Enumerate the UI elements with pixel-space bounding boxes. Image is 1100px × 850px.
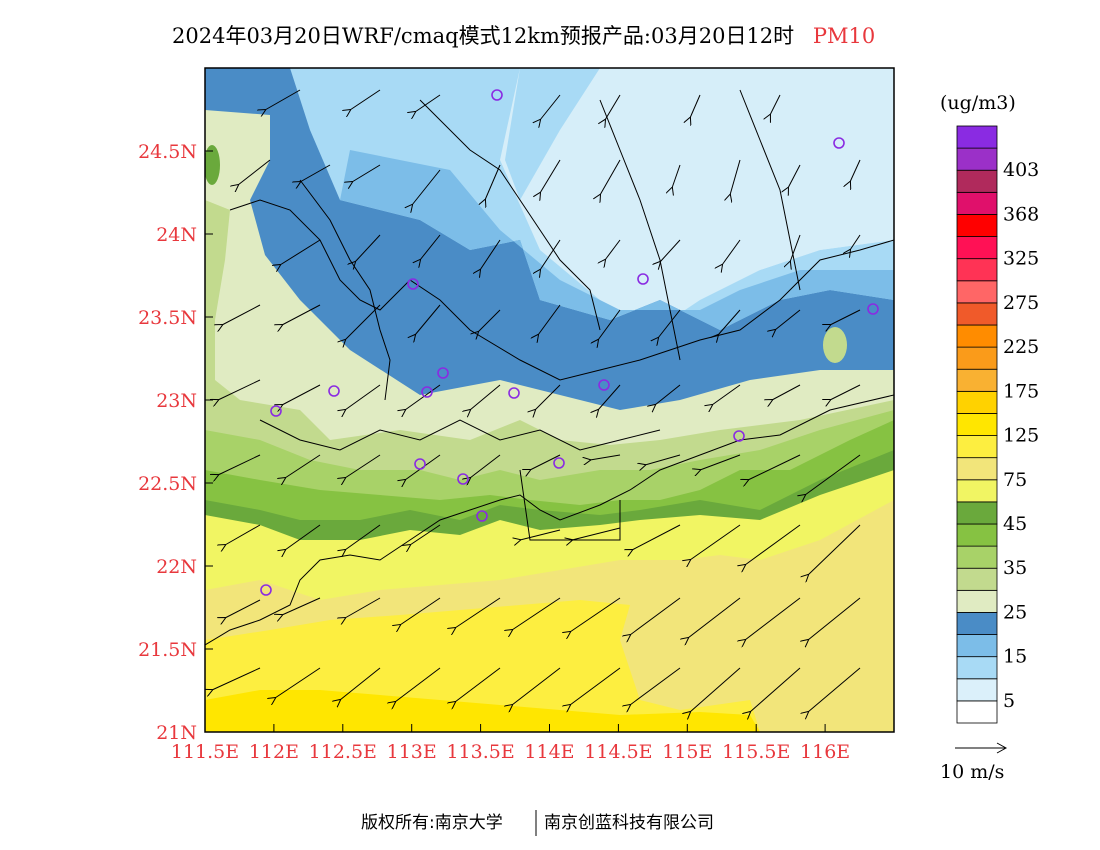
x-axis: 111.5E 112E 112.5E 113E 113.5E 114E 114.5E 115E… bbox=[171, 724, 850, 763]
colorbar-swatch bbox=[956, 214, 998, 237]
colorbar-label: 125 bbox=[1003, 425, 1039, 447]
y-tick-label: 23N bbox=[156, 390, 197, 412]
field-band-20 bbox=[340, 150, 894, 330]
colorbar-label: 15 bbox=[1003, 646, 1027, 668]
footer-company: 南京创蓝科技有限公司 bbox=[544, 813, 714, 833]
x-tick-label: 116E bbox=[800, 741, 850, 763]
colorbar-swatch bbox=[956, 236, 998, 260]
field-patch-light-east bbox=[823, 327, 847, 363]
colorbar-label: 75 bbox=[1003, 469, 1027, 491]
colorbar-swatch bbox=[956, 169, 998, 193]
pm10-concentration-field bbox=[205, 68, 894, 732]
colorbar-unit: (ug/m3) bbox=[940, 92, 1016, 114]
colorbar-swatch bbox=[956, 191, 998, 215]
wind-vectors bbox=[212, 89, 861, 712]
y-tick-label: 24.5N bbox=[138, 141, 197, 163]
colorbar-swatch bbox=[956, 567, 998, 591]
colorbar-swatch bbox=[956, 612, 998, 635]
colorbar-label: 275 bbox=[1003, 292, 1039, 314]
field-band-light-blue-east bbox=[600, 170, 894, 290]
x-tick-label: 111.5E bbox=[171, 741, 239, 763]
x-tick-label: 114.5E bbox=[584, 741, 652, 763]
y-tick-label: 22N bbox=[156, 556, 197, 578]
colorbar-swatch bbox=[956, 368, 998, 392]
colorbar-label: 225 bbox=[1003, 336, 1039, 358]
colorbar-swatch bbox=[956, 435, 998, 459]
colorbar-label: 45 bbox=[1003, 513, 1027, 535]
colorbar-swatch bbox=[956, 457, 998, 481]
colorbar-swatch bbox=[956, 523, 998, 547]
colorbar-swatch bbox=[956, 324, 998, 348]
wind-reference-label: 10 m/s bbox=[940, 761, 1004, 783]
colorbar-swatch bbox=[956, 479, 998, 503]
colorbar-swatch bbox=[956, 656, 998, 680]
colorbar-swatch bbox=[956, 501, 998, 525]
y-tick-label: 23.5N bbox=[138, 307, 197, 329]
colorbar-label: 325 bbox=[1003, 248, 1039, 270]
colorbar-label: 5 bbox=[1003, 690, 1015, 712]
x-tick-label: 115.5E bbox=[722, 741, 790, 763]
colorbar-swatch bbox=[956, 678, 998, 702]
colorbar: 5 15 25 35 45 75 125 175 225 275 325 368 403 bbox=[956, 125, 1039, 724]
title-variable: PM10 bbox=[813, 24, 875, 48]
title-main: 2024年03月20日WRF/cmaq模式12km预报产品:03月20日12时 bbox=[172, 24, 794, 48]
colorbar-label: 403 bbox=[1003, 159, 1039, 181]
colorbar-swatch bbox=[956, 589, 998, 613]
colorbar-swatch bbox=[956, 147, 998, 171]
colorbar-label: 368 bbox=[1003, 203, 1039, 225]
x-tick-label: 115E bbox=[662, 741, 712, 763]
colorbar-swatch bbox=[956, 280, 998, 304]
coastline-and-boundaries bbox=[205, 89, 894, 646]
x-tick-label: 113.5E bbox=[446, 741, 514, 763]
wind-reference-arrowhead bbox=[996, 742, 1008, 754]
field-band-15-light bbox=[505, 68, 600, 200]
field-patch-green-west bbox=[205, 145, 220, 185]
colorbar-swatch bbox=[956, 545, 998, 569]
colorbar-swatch bbox=[956, 258, 998, 282]
colorbar-swatch bbox=[956, 634, 998, 658]
y-tick-label: 21.5N bbox=[138, 639, 197, 661]
colorbar-swatch bbox=[956, 346, 998, 370]
footer-copyright: 版权所有:南京大学 bbox=[361, 813, 503, 833]
y-axis: 21N 21.5N 22N 22.5N 23N 23.5N 24N 24.5N bbox=[138, 141, 213, 744]
colorbar-swatch bbox=[956, 700, 998, 724]
field-band-125 bbox=[205, 690, 760, 732]
colorbar-label: 35 bbox=[1003, 557, 1027, 579]
colorbar-swatch bbox=[956, 302, 998, 326]
y-tick-label: 24N bbox=[156, 224, 197, 246]
colorbar-label: 175 bbox=[1003, 380, 1039, 402]
x-tick-label: 114E bbox=[524, 741, 574, 763]
colorbar-label: 25 bbox=[1003, 601, 1027, 623]
colorbar-swatch bbox=[956, 390, 998, 414]
x-tick-label: 112.5E bbox=[309, 741, 377, 763]
x-tick-label: 113E bbox=[387, 741, 437, 763]
colorbar-swatch bbox=[956, 125, 998, 149]
y-tick-label: 22.5N bbox=[138, 473, 197, 495]
colorbar-swatch bbox=[956, 413, 998, 436]
chart-title: 2024年03月20日WRF/cmaq模式12km预报产品:03月20日12时 … bbox=[172, 24, 875, 48]
x-tick-label: 112E bbox=[249, 741, 299, 763]
y-tick-label: 21N bbox=[156, 722, 197, 744]
station-markers bbox=[260, 89, 879, 596]
